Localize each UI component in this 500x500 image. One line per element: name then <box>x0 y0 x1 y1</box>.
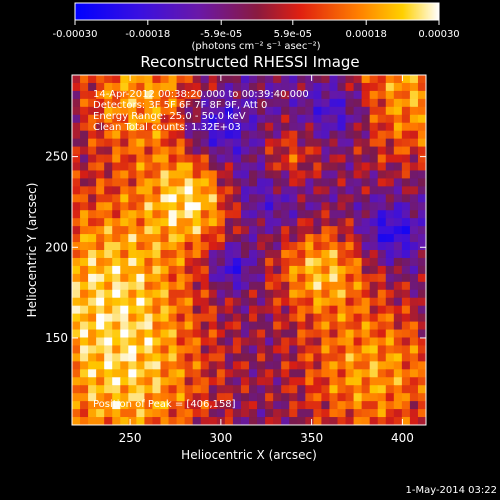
colorbar-unit-label: (photons cm⁻² s⁻¹ asec⁻²) <box>191 41 320 52</box>
y-tick-label: 200 <box>45 240 68 254</box>
heatmap-image <box>72 75 426 425</box>
x-tick-label: 250 <box>119 431 142 445</box>
annotation-clean-counts: Clean Total counts: 1.32E+03 <box>93 122 241 133</box>
x-tick-label: 350 <box>300 431 323 445</box>
chart-title: Reconstructed RHESSI Image <box>140 53 359 71</box>
colorbar: -0.00030 -0.00018 -5.9e-05 5.9e-05 0.00018 0.… <box>53 2 460 52</box>
colorbar-tick-label: 0.00030 <box>418 29 459 40</box>
plot-frame <box>71 74 427 426</box>
y-tick-label: 250 <box>45 150 68 164</box>
x-axis-label: Heliocentric X (arcsec) <box>181 448 317 462</box>
y-axis-ticks: 150 200 250 <box>45 150 426 345</box>
colorbar-tick-label: 5.9e-05 <box>274 29 312 40</box>
x-axis-ticks: 250 300 350 400 <box>119 75 414 445</box>
annotation-detectors: Detectors: 3F 5F 6F 7F 8F 9F, Att 0 <box>93 100 267 111</box>
footer-timestamp: 1-May-2014 03:22 <box>405 485 497 496</box>
x-tick-label: 400 <box>391 431 414 445</box>
annotation-energy-range: Energy Range: 25.0 - 50.0 keV <box>93 111 246 122</box>
colorbar-gradient <box>74 2 440 21</box>
colorbar-tick-label: -0.00030 <box>53 29 98 40</box>
y-tick-label: 150 <box>45 331 68 345</box>
colorbar-tick-label: 0.00018 <box>346 29 387 40</box>
peak-position-text: Position of Peak = [406,158] <box>93 399 236 410</box>
annotation-block: 14-Apr-2012 00:38:20.000 to 00:39:40.000… <box>93 89 309 133</box>
colorbar-tick-label: -5.9e-05 <box>200 29 242 40</box>
y-axis-label: Heliocentric Y (arcsec) <box>25 183 39 318</box>
x-tick-label: 300 <box>209 431 232 445</box>
annotation-time-range: 14-Apr-2012 00:38:20.000 to 00:39:40.000 <box>93 89 309 100</box>
colorbar-ticks: -0.00030 -0.00018 -5.9e-05 5.9e-05 0.00018 0.… <box>53 20 460 40</box>
colorbar-tick-label: -0.00018 <box>125 29 170 40</box>
